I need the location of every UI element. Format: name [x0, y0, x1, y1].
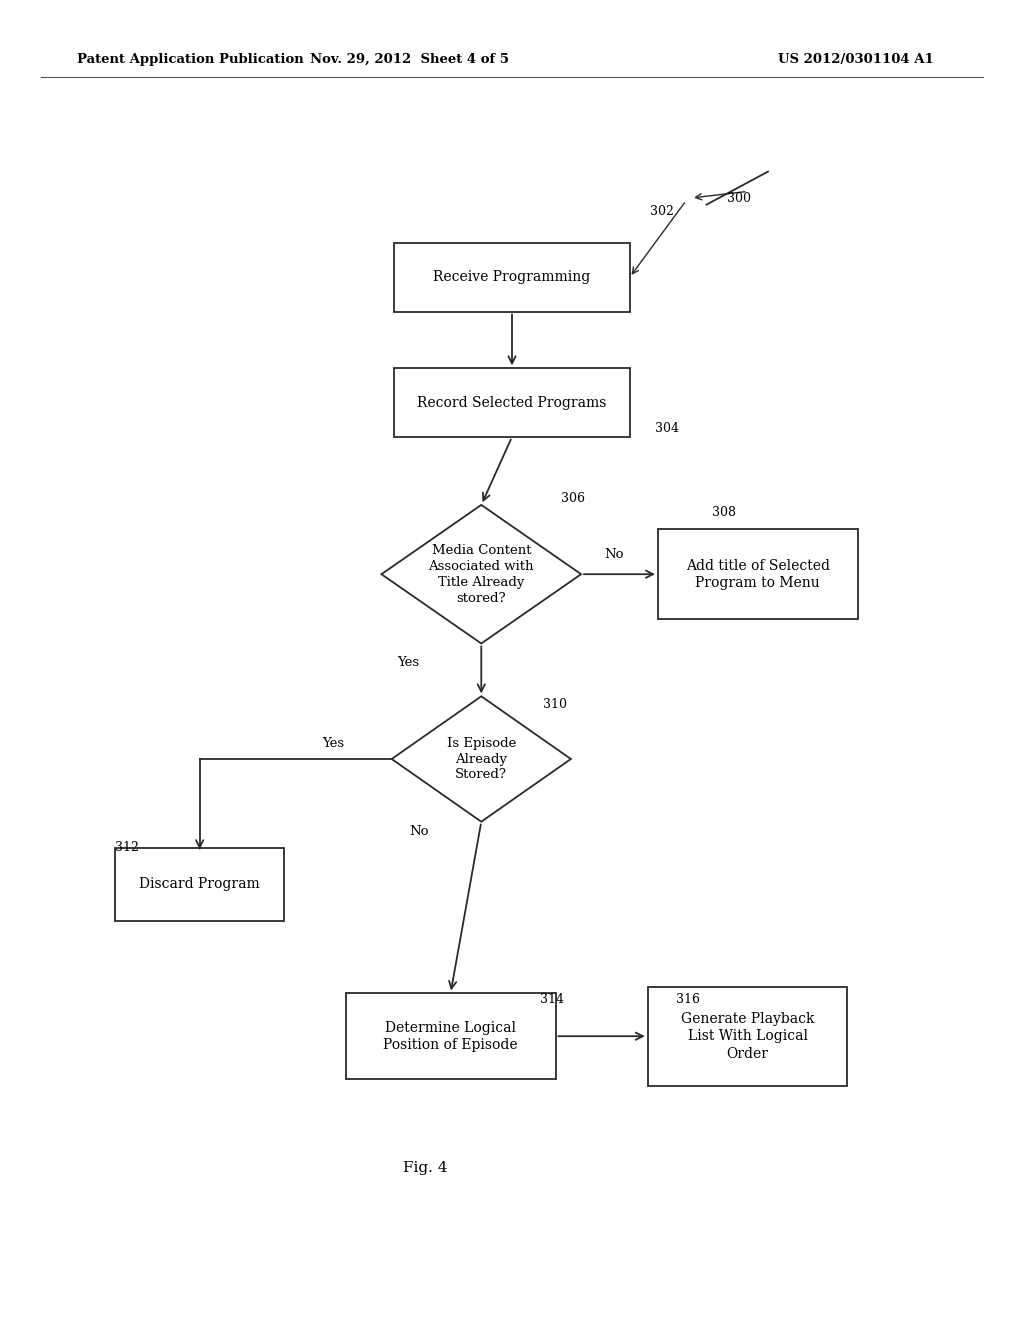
FancyBboxPatch shape [346, 993, 555, 1080]
FancyBboxPatch shape [657, 529, 857, 619]
Text: Record Selected Programs: Record Selected Programs [418, 396, 606, 409]
Text: 314: 314 [540, 993, 563, 1006]
FancyBboxPatch shape [115, 849, 285, 921]
FancyBboxPatch shape [394, 368, 630, 437]
FancyBboxPatch shape [647, 987, 847, 1085]
Polygon shape [391, 697, 571, 821]
Text: 310: 310 [543, 698, 566, 711]
Text: Generate Playback
List With Logical
Order: Generate Playback List With Logical Orde… [681, 1012, 814, 1060]
Text: 300: 300 [727, 191, 751, 205]
Text: No: No [410, 825, 429, 838]
Text: Add title of Selected
Program to Menu: Add title of Selected Program to Menu [686, 558, 829, 590]
Text: No: No [604, 548, 624, 561]
Text: 308: 308 [712, 506, 735, 519]
Text: 302: 302 [650, 205, 674, 218]
Text: Receive Programming: Receive Programming [433, 271, 591, 284]
FancyBboxPatch shape [394, 243, 630, 312]
Text: Determine Logical
Position of Episode: Determine Logical Position of Episode [383, 1020, 518, 1052]
Text: 306: 306 [561, 492, 585, 506]
Text: Discard Program: Discard Program [139, 878, 260, 891]
Text: Yes: Yes [397, 656, 420, 669]
Text: Fig. 4: Fig. 4 [402, 1162, 447, 1175]
Text: Is Episode
Already
Stored?: Is Episode Already Stored? [446, 737, 516, 781]
Text: Media Content
Associated with
Title Already
stored?: Media Content Associated with Title Alre… [428, 544, 535, 605]
Text: US 2012/0301104 A1: US 2012/0301104 A1 [778, 53, 934, 66]
Polygon shape [381, 506, 582, 644]
Text: Patent Application Publication: Patent Application Publication [77, 53, 303, 66]
Text: 304: 304 [655, 422, 679, 436]
Text: 312: 312 [115, 841, 138, 854]
Text: Yes: Yes [323, 737, 345, 750]
Text: Nov. 29, 2012  Sheet 4 of 5: Nov. 29, 2012 Sheet 4 of 5 [310, 53, 509, 66]
Text: 316: 316 [676, 993, 699, 1006]
